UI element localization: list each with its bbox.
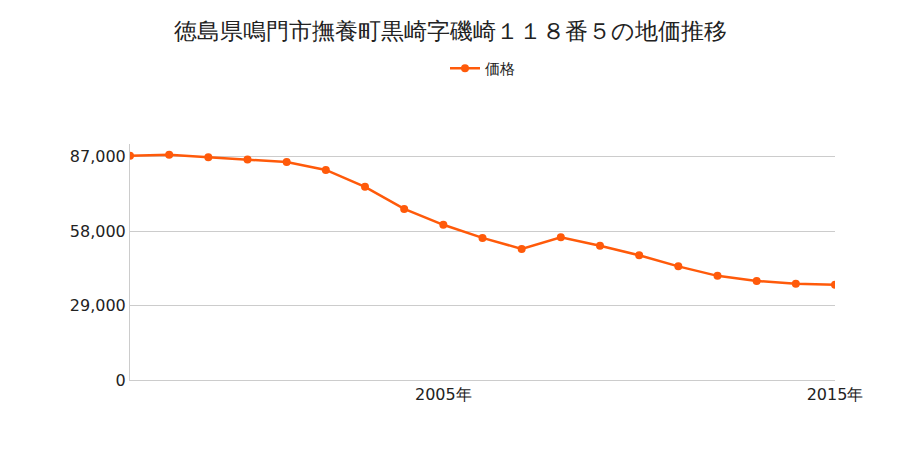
svg-text:徳島県鳴門市撫養町黒崎字磯崎１１８番５の地価推移: 徳島県鳴門市撫養町黒崎字磯崎１１８番５の地価推移 (174, 18, 727, 44)
svg-text:58,000: 58,000 (70, 222, 126, 241)
svg-text:0: 0 (116, 371, 126, 390)
svg-text:価格: 価格 (485, 60, 515, 78)
svg-text:2005年: 2005年 (415, 385, 472, 404)
svg-text:87,000: 87,000 (70, 147, 126, 166)
svg-text:2015年: 2015年 (807, 385, 864, 404)
svg-text:29,000: 29,000 (70, 296, 126, 315)
